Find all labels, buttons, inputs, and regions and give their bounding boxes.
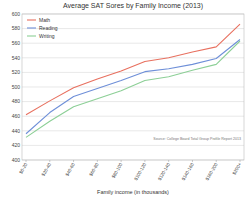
chart-container: Average SAT Sores by Family Income (2013…: [0, 0, 250, 204]
x-tick: [144, 160, 145, 162]
grid-line: [22, 43, 244, 44]
x-tick-label: $60-80: [88, 162, 100, 177]
x-tick-label: $80-100: [111, 162, 124, 179]
y-tick-label: 600: [12, 11, 21, 17]
x-tick-label: $40-60: [64, 162, 76, 177]
y-tick-label: 420: [12, 142, 21, 148]
x-tick: [168, 160, 169, 162]
x-axis-label: Family income (in thousands): [97, 189, 169, 195]
grid-line: [22, 72, 244, 73]
y-tick-label: 540: [12, 55, 21, 61]
x-tick-label: $160-200: [205, 162, 219, 182]
x-tick: [26, 160, 27, 162]
y-tick-label: 560: [12, 40, 21, 46]
plot-frame: [22, 14, 244, 160]
x-tick-label: $100-120: [133, 162, 147, 182]
legend-swatch: [27, 19, 36, 20]
legend-label: Math: [39, 17, 50, 23]
x-tick: [216, 160, 217, 162]
y-tick-label: 580: [12, 25, 21, 31]
title: Average SAT Sores by Family Income (2013…: [63, 2, 203, 10]
x-tick: [121, 160, 122, 162]
x-tick-label: $140-160: [181, 162, 195, 182]
legend-label: Writing: [39, 33, 55, 39]
x-tick: [240, 160, 241, 162]
grid-line: [22, 130, 244, 131]
grid-line: [22, 57, 244, 58]
y-tick-label: 400: [12, 157, 21, 163]
x-tick-label: $200+: [232, 162, 243, 176]
series-line: [26, 24, 240, 115]
legend-swatch: [27, 27, 36, 28]
legend-swatch: [27, 35, 36, 36]
series-group: [26, 24, 240, 137]
legend-label: Reading: [39, 25, 58, 31]
grid-line: [22, 87, 244, 88]
y-tick-label: 520: [12, 69, 21, 75]
series-line: [26, 41, 240, 137]
grid-line: [22, 145, 244, 146]
y-tick-label: 480: [12, 98, 21, 104]
grid-line: [22, 116, 244, 117]
x-tick-label: $120-140: [157, 162, 171, 182]
x-tick: [49, 160, 50, 162]
chart-svg: Average SAT Sores by Family Income (2013…: [0, 0, 250, 204]
x-tick: [73, 160, 74, 162]
y-tick-label: 460: [12, 113, 21, 119]
annotation: Source: College Board Total Group Profil…: [153, 137, 241, 141]
x-tick: [97, 160, 98, 162]
x-tick-label: $0-20: [18, 162, 28, 175]
x-tick-label: $20-40: [41, 162, 53, 177]
series-line: [26, 40, 240, 134]
y-tick-label: 500: [12, 84, 21, 90]
x-tick: [192, 160, 193, 162]
grid-line: [22, 101, 244, 102]
y-tick-label: 440: [12, 128, 21, 134]
